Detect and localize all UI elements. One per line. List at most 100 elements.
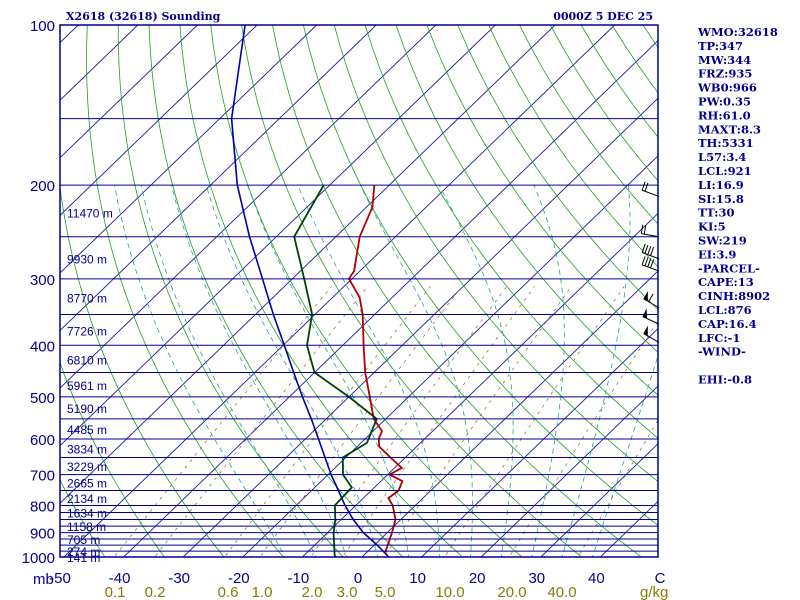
index-line: -WIND- <box>698 345 746 359</box>
height-label: 2665 m <box>67 477 107 491</box>
indices-panel: WMO:32618TP:347MW:344FRZ:935WB0:966PW:0.… <box>697 25 778 387</box>
wind-barb-flag <box>644 257 649 267</box>
index-line: CAP:16.4 <box>698 317 757 331</box>
dry-adiabat-line <box>117 25 344 557</box>
index-line: MAXT:8.3 <box>698 122 761 136</box>
index-line: FRZ:935 <box>698 67 752 81</box>
dry-adiabat-line <box>303 25 658 526</box>
height-label: 5190 m <box>67 402 107 416</box>
dry-adiabat-line <box>272 25 642 557</box>
mixing-ratio-label: 3.0 <box>337 584 358 600</box>
mixing-ratio-line <box>113 286 332 557</box>
mixing-ratio-label: 40.0 <box>547 584 576 600</box>
height-label: 705 m <box>67 533 100 547</box>
wind-barb <box>643 290 660 309</box>
isotherm-line <box>60 25 377 332</box>
height-label: 1634 m <box>67 507 107 521</box>
mixing-ratio-label: 2.0 <box>302 584 323 600</box>
wind-barb-staff <box>641 264 660 272</box>
temperature-tick-label: 40 <box>588 570 605 587</box>
dry-adiabat-line <box>179 25 464 557</box>
index-line: MW:344 <box>698 53 751 67</box>
dewpoint-curve <box>293 184 378 557</box>
index-line: WB0:966 <box>697 81 757 95</box>
isotherm-line <box>60 25 198 159</box>
isotherm-line <box>60 25 317 274</box>
index-line: CAPE:13 <box>698 275 754 289</box>
pressure-tick-label: 200 <box>30 178 55 195</box>
height-label: 11470 m <box>67 206 113 220</box>
chart-time: 0000Z 5 DEC 25 <box>553 10 653 23</box>
wind-barb-staff <box>641 233 660 238</box>
isobar-layer <box>60 24 658 558</box>
temperature-tick-label: -50 <box>49 570 71 587</box>
wind-barb-flag <box>644 244 649 254</box>
pressure-tick-label: 600 <box>30 432 55 449</box>
wind-barb-flag <box>640 224 644 234</box>
pressure-tick-label: 1000 <box>22 550 55 567</box>
wind-barb <box>641 256 660 272</box>
index-line: EHI:-0.8 <box>698 373 752 387</box>
pressure-tick-label: 400 <box>30 338 55 355</box>
isotherm-line <box>540 443 658 557</box>
temperature-tick-label: 0 <box>354 570 362 587</box>
index-line: PW:0.35 <box>698 95 751 109</box>
wind-barb-flag <box>641 181 646 191</box>
chart-title: X2618 (32618) Sounding <box>66 10 221 23</box>
index-line: LCL:876 <box>698 303 752 317</box>
isotherm-line <box>302 212 658 557</box>
wind-barb-flag <box>641 256 646 266</box>
dry-adiabat-line <box>426 25 658 353</box>
index-line: RH:61.0 <box>698 108 751 122</box>
wind-barb <box>641 243 660 260</box>
mixing-ratio-label: 20.0 <box>497 584 526 600</box>
height-label: 6810 m <box>67 353 107 367</box>
index-line: TP:347 <box>698 39 743 53</box>
isotherm-line <box>242 155 658 557</box>
height-label: 274 m <box>67 545 100 559</box>
mixing-ratio-label: 10.0 <box>435 584 464 600</box>
index-line: LCL:921 <box>698 164 752 178</box>
height-label: 8770 m <box>67 291 107 305</box>
isotherm-line <box>421 327 658 557</box>
mixing-ratio-unit-label: g/kg <box>640 584 668 600</box>
wind-barb-flag <box>643 225 647 235</box>
wind-barb-staff <box>642 316 660 325</box>
isotherm-line <box>480 385 658 557</box>
pressure-tick-label: 100 <box>30 18 55 35</box>
mixing-ratio-label: 0.6 <box>218 584 239 600</box>
index-line: KI:5 <box>698 220 726 234</box>
mixing-ratio-label: 0.2 <box>145 584 166 600</box>
wind-barb-pennant <box>643 290 648 302</box>
temperature-tick-label: 10 <box>409 570 426 587</box>
dry-adiabat-line <box>488 25 658 268</box>
index-line: CINH:8902 <box>698 289 770 303</box>
dry-adiabat-line <box>86 25 285 557</box>
wind-barb-staff <box>641 189 660 197</box>
height-label: 5961 m <box>67 379 107 393</box>
height-label: 3834 m <box>67 442 107 456</box>
moist-adiabat-line <box>438 184 514 557</box>
index-line: SW:219 <box>698 234 747 248</box>
moist-adiabat-line <box>297 184 440 557</box>
pressure-tick-label: 900 <box>30 526 55 543</box>
dry-adiabat-line <box>457 25 658 311</box>
dry-adiabat-line <box>766 25 800 568</box>
moist-adiabat-line <box>360 184 473 557</box>
index-line: EI:3.9 <box>698 247 736 261</box>
isotherm-line <box>60 25 556 504</box>
isotherm-line <box>361 270 658 557</box>
wind-barb-flag <box>647 258 652 268</box>
pressure-tick-label: 300 <box>30 272 55 289</box>
pressure-unit-label: mb <box>33 571 54 588</box>
height-label: 141 m <box>67 551 100 565</box>
mixing-ratio-label: 1.0 <box>252 584 273 600</box>
curve-layer <box>230 25 404 557</box>
wind-barb <box>642 308 660 325</box>
height-label: 4485 m <box>67 423 107 437</box>
moist-adiabat-line <box>591 354 658 557</box>
moist-adiabat-line <box>247 184 410 557</box>
temperature-tick-label: -40 <box>109 570 131 587</box>
